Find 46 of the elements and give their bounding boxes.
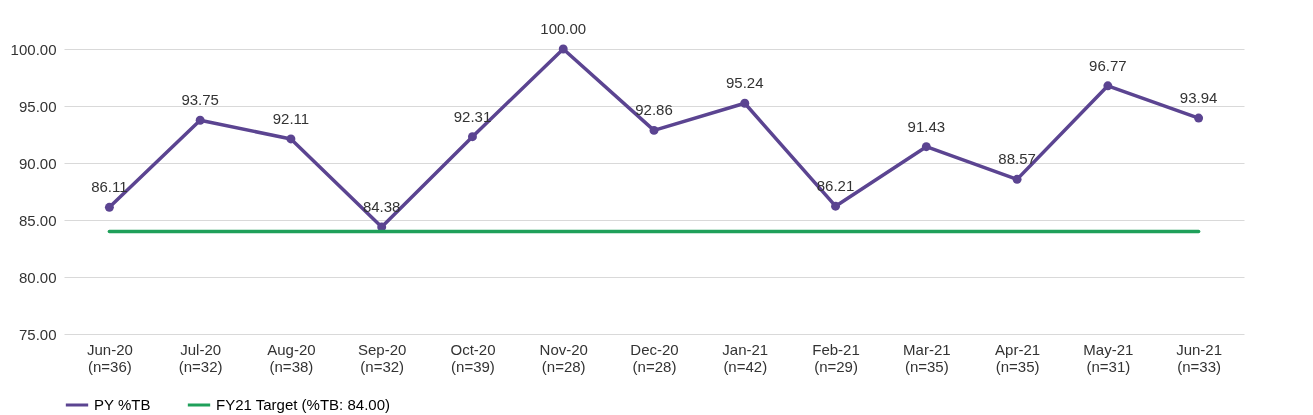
data-label: 92.11 xyxy=(272,109,310,127)
point xyxy=(649,125,659,135)
data-label: 88.57 xyxy=(998,150,1036,168)
data-label: 92.86 xyxy=(635,101,673,119)
x-tick-label: Feb-21 (n=29) xyxy=(812,340,860,375)
point xyxy=(740,98,750,108)
x-tick-label: Aug-20 (n=38) xyxy=(267,340,316,375)
point xyxy=(1012,174,1022,184)
legend-label: FY21 Target (%TB: 84.00) xyxy=(216,396,390,413)
data-label: 93.94 xyxy=(1179,89,1218,107)
y-tick-label: 100.00 xyxy=(10,40,57,58)
x-tick-label: Jun-20 (n=36) xyxy=(86,340,133,375)
x-tick-label: Oct-20 (n=39) xyxy=(450,340,496,375)
y-tick-label: 80.00 xyxy=(18,268,57,286)
data-label: 93.75 xyxy=(181,91,219,109)
data-label: 92.31 xyxy=(453,107,492,125)
point xyxy=(1194,113,1204,123)
data-label: 91.43 xyxy=(907,117,946,135)
point xyxy=(1103,81,1113,91)
data-label: 86.21 xyxy=(816,177,855,195)
legend-label: PY %TB xyxy=(94,396,151,413)
x-tick-label: Nov-20 (n=28) xyxy=(539,340,588,375)
point xyxy=(286,134,296,144)
x-tick-label: Mar-21 (n=35) xyxy=(903,340,951,375)
data-label: 100.00 xyxy=(540,20,587,37)
point xyxy=(558,44,568,54)
y-tick-label: 95.00 xyxy=(18,97,57,115)
point xyxy=(831,201,841,211)
x-tick-label: Jan-21 (n=42) xyxy=(722,340,769,375)
x-tick-label: Jun-21 (n=33) xyxy=(1176,340,1223,375)
data-label: 86.11 xyxy=(91,178,128,196)
x-tick-label: Dec-20 (n=28) xyxy=(630,340,679,375)
y-tick-label: 75.00 xyxy=(18,325,57,343)
x-tick-label: Sep-20 (n=32) xyxy=(358,340,407,375)
point xyxy=(195,115,205,125)
x-tick-label: May-21 (n=31) xyxy=(1083,340,1134,375)
point xyxy=(104,202,114,212)
x-tick-label: Jul-20 (n=32) xyxy=(178,340,223,375)
y-tick-label: 90.00 xyxy=(18,154,57,172)
y-tick-label: 85.00 xyxy=(18,211,57,229)
data-label: 84.38 xyxy=(362,198,401,216)
point xyxy=(921,142,931,152)
data-label: 96.77 xyxy=(1089,56,1127,74)
x-tick-label: Apr-21 (n=35) xyxy=(995,340,1041,375)
data-label: 95.24 xyxy=(726,74,764,92)
point xyxy=(467,132,477,142)
